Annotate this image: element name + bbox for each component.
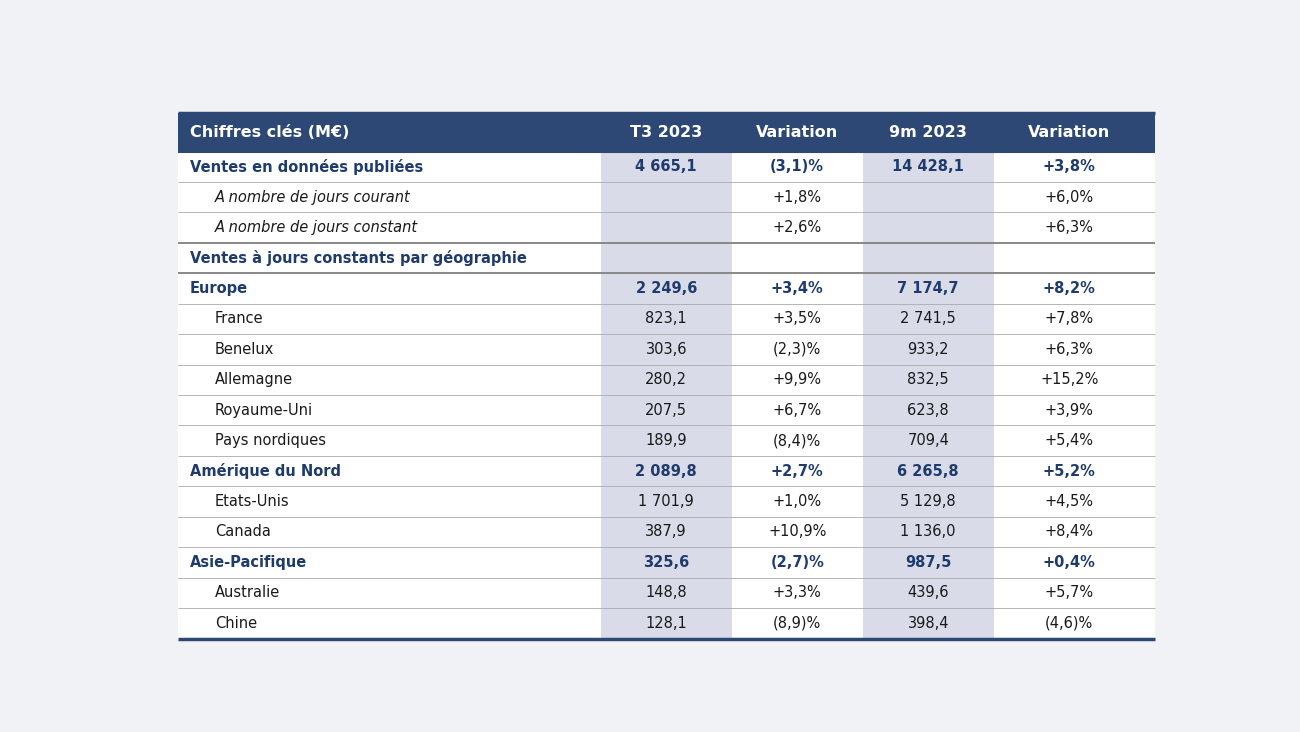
Text: +8,2%: +8,2% <box>1043 281 1096 296</box>
Text: 6 265,8: 6 265,8 <box>897 463 959 479</box>
Text: Pays nordiques: Pays nordiques <box>214 433 326 448</box>
Text: 832,5: 832,5 <box>907 373 949 387</box>
Text: Chine: Chine <box>214 616 257 631</box>
Text: +6,3%: +6,3% <box>1045 342 1093 357</box>
Text: 2 089,8: 2 089,8 <box>636 463 697 479</box>
Text: +1,0%: +1,0% <box>772 494 822 509</box>
Text: 303,6: 303,6 <box>646 342 686 357</box>
Text: T3 2023: T3 2023 <box>630 125 702 140</box>
Text: 398,4: 398,4 <box>907 616 949 631</box>
Text: 623,8: 623,8 <box>907 403 949 418</box>
Text: 1 701,9: 1 701,9 <box>638 494 694 509</box>
Text: +3,4%: +3,4% <box>771 281 824 296</box>
Text: 709,4: 709,4 <box>907 433 949 448</box>
Text: Europe: Europe <box>190 281 248 296</box>
Text: 1 136,0: 1 136,0 <box>901 525 956 539</box>
Text: 933,2: 933,2 <box>907 342 949 357</box>
Text: 207,5: 207,5 <box>645 403 688 418</box>
Text: Benelux: Benelux <box>214 342 274 357</box>
Text: +1,8%: +1,8% <box>772 190 822 205</box>
Text: (2,7)%: (2,7)% <box>771 555 824 570</box>
Text: +3,9%: +3,9% <box>1045 403 1093 418</box>
Text: 9m 2023: 9m 2023 <box>889 125 967 140</box>
Text: Amérique du Nord: Amérique du Nord <box>190 463 341 479</box>
Text: 14 428,1: 14 428,1 <box>892 160 965 174</box>
Text: +10,9%: +10,9% <box>768 525 827 539</box>
Text: France: France <box>214 311 264 326</box>
Bar <box>863 113 993 638</box>
Text: Asie-Pacifique: Asie-Pacifique <box>190 555 307 570</box>
Text: Canada: Canada <box>214 525 270 539</box>
Bar <box>601 113 732 638</box>
Text: Variation: Variation <box>1028 125 1110 140</box>
Text: +4,5%: +4,5% <box>1045 494 1093 509</box>
Text: 280,2: 280,2 <box>645 373 688 387</box>
Text: Variation: Variation <box>757 125 838 140</box>
Text: 148,8: 148,8 <box>645 586 688 600</box>
Text: +6,3%: +6,3% <box>1045 220 1093 235</box>
Text: +15,2%: +15,2% <box>1040 373 1098 387</box>
Text: 387,9: 387,9 <box>645 525 688 539</box>
Text: 4 665,1: 4 665,1 <box>636 160 697 174</box>
Text: 439,6: 439,6 <box>907 586 949 600</box>
Text: (8,9)%: (8,9)% <box>774 616 822 631</box>
Text: +3,3%: +3,3% <box>772 586 822 600</box>
Text: (2,3)%: (2,3)% <box>774 342 822 357</box>
Text: Ventes en données publiées: Ventes en données publiées <box>190 159 422 175</box>
Text: (4,6)%: (4,6)% <box>1045 616 1093 631</box>
Text: 7 174,7: 7 174,7 <box>897 281 959 296</box>
Text: 2 741,5: 2 741,5 <box>901 311 956 326</box>
Text: +5,7%: +5,7% <box>1045 586 1093 600</box>
Text: Etats-Unis: Etats-Unis <box>214 494 290 509</box>
Text: 2 249,6: 2 249,6 <box>636 281 697 296</box>
Text: 128,1: 128,1 <box>645 616 688 631</box>
Text: +8,4%: +8,4% <box>1045 525 1093 539</box>
Text: +6,0%: +6,0% <box>1045 190 1093 205</box>
Text: Chiffres clés (M€): Chiffres clés (M€) <box>190 125 350 140</box>
Text: +3,5%: +3,5% <box>772 311 822 326</box>
Text: +6,7%: +6,7% <box>772 403 822 418</box>
Text: Australie: Australie <box>214 586 280 600</box>
Text: +5,2%: +5,2% <box>1043 463 1096 479</box>
Text: A nombre de jours courant: A nombre de jours courant <box>214 190 411 205</box>
Text: 823,1: 823,1 <box>645 311 688 326</box>
Text: (3,1)%: (3,1)% <box>770 160 824 174</box>
Text: A nombre de jours constant: A nombre de jours constant <box>214 220 419 235</box>
Text: 5 129,8: 5 129,8 <box>901 494 956 509</box>
Text: +3,8%: +3,8% <box>1043 160 1096 174</box>
Bar <box>178 113 1154 152</box>
Text: +2,6%: +2,6% <box>772 220 822 235</box>
Text: Ventes à jours constants par géographie: Ventes à jours constants par géographie <box>190 250 526 266</box>
Text: 189,9: 189,9 <box>645 433 688 448</box>
Text: +5,4%: +5,4% <box>1045 433 1093 448</box>
Text: +0,4%: +0,4% <box>1043 555 1096 570</box>
Text: +9,9%: +9,9% <box>772 373 822 387</box>
Text: +2,7%: +2,7% <box>771 463 824 479</box>
Text: Allemagne: Allemagne <box>214 373 292 387</box>
Text: 987,5: 987,5 <box>905 555 952 570</box>
Text: +7,8%: +7,8% <box>1045 311 1093 326</box>
Text: 325,6: 325,6 <box>644 555 689 570</box>
Text: Royaume-Uni: Royaume-Uni <box>214 403 313 418</box>
Text: (8,4)%: (8,4)% <box>774 433 822 448</box>
